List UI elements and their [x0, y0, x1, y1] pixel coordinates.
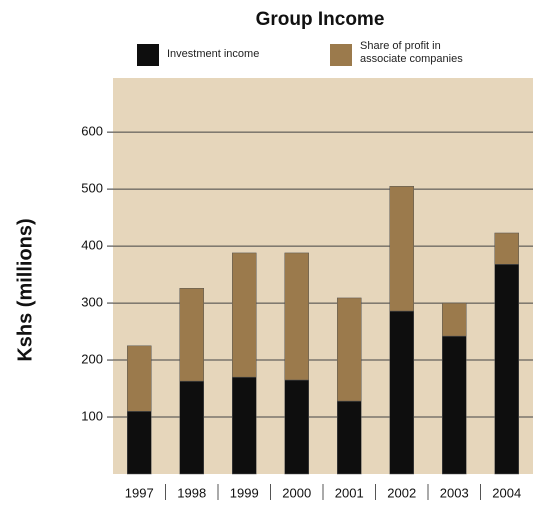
legend-label: Share of profit in associate companies	[360, 40, 463, 65]
bar-segment	[494, 264, 519, 475]
y-tick-label: 400	[81, 238, 103, 253]
bar-segment	[442, 335, 467, 475]
bar-segment	[284, 379, 309, 475]
bar-segment	[389, 186, 414, 312]
bar-segment	[284, 252, 309, 381]
y-tick-label: 100	[81, 408, 103, 423]
bar-segment	[179, 288, 204, 382]
bar-segment	[232, 376, 257, 475]
legend-swatch	[330, 44, 352, 66]
x-tick-label: 1998	[177, 485, 206, 500]
bar-segment	[179, 380, 204, 475]
y-axis-label: Kshs (millions)	[14, 218, 36, 361]
bar-segment	[494, 232, 519, 265]
bar-segment	[442, 302, 467, 337]
x-tick-label: 2003	[440, 485, 469, 500]
chart-title: Group Income	[256, 9, 385, 30]
x-tick-label: 1999	[230, 485, 259, 500]
y-tick-label: 200	[81, 351, 103, 366]
bar-segment	[127, 345, 152, 412]
bar-segment	[232, 252, 257, 378]
legend-label: Investment income	[167, 48, 260, 60]
legend-swatch	[137, 44, 159, 66]
bar-segment	[389, 310, 414, 475]
x-tick-label: 2001	[335, 485, 364, 500]
y-tick-label: 600	[81, 124, 103, 139]
x-tick-label: 1997	[125, 485, 154, 500]
x-tick-label: 2004	[492, 485, 521, 500]
bar-segment	[127, 411, 152, 475]
bar-segment	[337, 400, 362, 475]
x-tick-label: 2000	[282, 485, 311, 500]
y-tick-label: 300	[81, 295, 103, 310]
x-tick-label: 2002	[387, 485, 416, 500]
bar-segment	[337, 297, 362, 402]
plot-background	[113, 78, 533, 474]
y-tick-label: 500	[81, 181, 103, 196]
